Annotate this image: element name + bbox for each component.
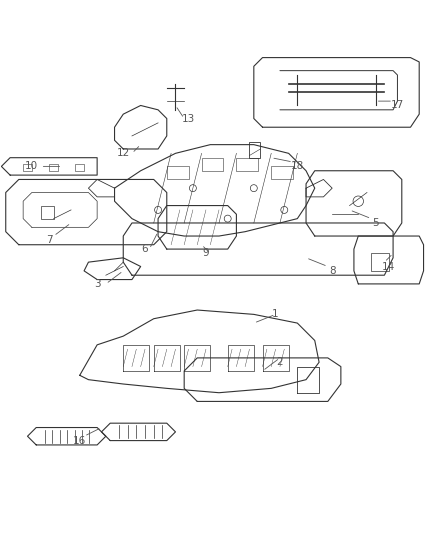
Bar	[167, 166, 188, 180]
Text: 3: 3	[94, 279, 100, 289]
Bar	[250, 142, 260, 158]
Text: 16: 16	[73, 435, 86, 446]
Text: 7: 7	[46, 236, 53, 245]
Text: 14: 14	[382, 262, 396, 271]
Text: 6: 6	[142, 244, 148, 254]
Text: 10: 10	[25, 161, 39, 172]
Bar	[75, 164, 84, 171]
Text: 5: 5	[372, 218, 379, 228]
Text: 8: 8	[329, 266, 336, 276]
Bar	[23, 164, 32, 171]
Text: 9: 9	[203, 248, 209, 259]
Text: 13: 13	[182, 114, 195, 124]
Text: 1: 1	[272, 309, 279, 319]
Text: 18: 18	[291, 161, 304, 172]
Bar	[41, 206, 53, 219]
Bar	[371, 254, 389, 271]
Bar	[271, 166, 293, 180]
Bar	[237, 158, 258, 171]
Text: 17: 17	[391, 100, 404, 110]
Bar	[49, 164, 58, 171]
Text: 2: 2	[277, 357, 283, 367]
Text: 12: 12	[117, 148, 130, 158]
Bar	[201, 158, 223, 171]
